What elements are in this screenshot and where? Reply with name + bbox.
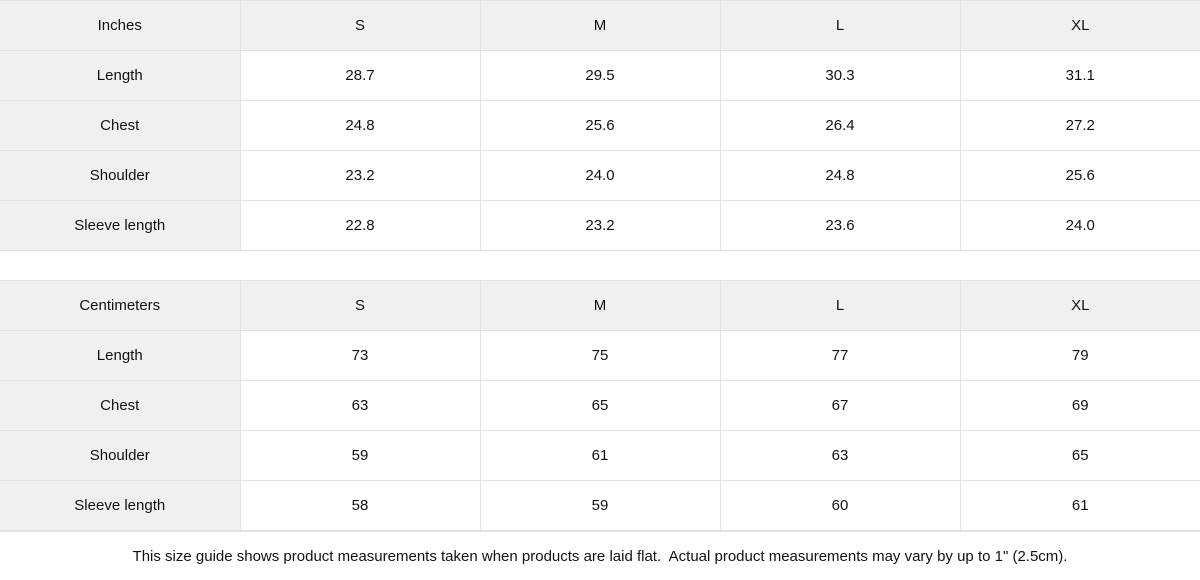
inches-chest-s: 24.8 [239, 100, 481, 151]
centimeters-length-l: 77 [719, 330, 961, 382]
row-label-chest: Chest [0, 100, 241, 151]
centimeters-shoulder-m: 61 [479, 430, 721, 482]
table-row: Shoulder 23.2 24.0 24.8 25.6 [0, 150, 1200, 201]
table-row: Chest 24.8 25.6 26.4 27.2 [0, 100, 1200, 151]
inches-sleeve-length-xl: 24.0 [959, 200, 1200, 251]
table-header-row: Inches S M L XL [0, 0, 1200, 51]
inches-table-header: Inches S M L XL [0, 0, 1200, 51]
row-label-shoulder: Shoulder [0, 430, 241, 482]
row-label-chest: Chest [0, 380, 241, 432]
centimeters-column-header-l: L [719, 280, 961, 332]
centimeters-chest-xl: 69 [959, 380, 1200, 432]
table-row: Length 73 75 77 79 [0, 330, 1200, 382]
inches-shoulder-l: 24.8 [719, 150, 961, 201]
inches-chest-m: 25.6 [479, 100, 721, 151]
row-label-length: Length [0, 330, 241, 382]
centimeters-unit-header: Centimeters [0, 280, 241, 332]
inches-column-header-xl: XL [959, 0, 1200, 51]
centimeters-sleeve-length-xl: 61 [959, 480, 1200, 532]
table-row: Sleeve length 22.8 23.2 23.6 24.0 [0, 200, 1200, 251]
inches-size-table: Inches S M L XL Length 28.7 29.5 30.3 31… [0, 0, 1200, 251]
inches-shoulder-xl: 25.6 [959, 150, 1200, 201]
centimeters-sleeve-length-m: 59 [479, 480, 721, 532]
centimeters-table-header: Centimeters S M L XL [0, 280, 1200, 332]
inches-length-s: 28.7 [239, 50, 481, 101]
centimeters-length-s: 73 [239, 330, 481, 382]
centimeters-column-header-s: S [239, 280, 481, 332]
inches-chest-l: 26.4 [719, 100, 961, 151]
row-label-sleeve-length: Sleeve length [0, 200, 241, 251]
centimeters-sleeve-length-s: 58 [239, 480, 481, 532]
table-row: Length 28.7 29.5 30.3 31.1 [0, 50, 1200, 101]
inches-sleeve-length-m: 23.2 [479, 200, 721, 251]
inches-column-header-m: M [479, 0, 721, 51]
row-label-sleeve-length: Sleeve length [0, 480, 241, 532]
inches-length-xl: 31.1 [959, 50, 1200, 101]
centimeters-column-header-m: M [479, 280, 721, 332]
inches-column-header-l: L [719, 0, 961, 51]
size-guide-footer-note: This size guide shows product measuremen… [0, 531, 1200, 580]
inches-sleeve-length-l: 23.6 [719, 200, 961, 251]
centimeters-column-header-xl: XL [959, 280, 1200, 332]
table-row: Chest 63 65 67 69 [0, 380, 1200, 432]
inches-length-m: 29.5 [479, 50, 721, 101]
centimeters-chest-l: 67 [719, 380, 961, 432]
inches-sleeve-length-s: 22.8 [239, 200, 481, 251]
centimeters-shoulder-l: 63 [719, 430, 961, 482]
table-row: Shoulder 59 61 63 65 [0, 430, 1200, 482]
centimeters-length-m: 75 [479, 330, 721, 382]
centimeters-shoulder-xl: 65 [959, 430, 1200, 482]
inches-length-l: 30.3 [719, 50, 961, 101]
centimeters-sleeve-length-l: 60 [719, 480, 961, 532]
table-header-row: Centimeters S M L XL [0, 280, 1200, 332]
centimeters-chest-s: 63 [239, 380, 481, 432]
centimeters-chest-m: 65 [479, 380, 721, 432]
centimeters-table-body: Length 73 75 77 79 Chest 63 65 67 69 Sho… [0, 330, 1200, 532]
centimeters-length-xl: 79 [959, 330, 1200, 382]
centimeters-size-table: Centimeters S M L XL Length 73 75 77 79 … [0, 280, 1200, 532]
inches-chest-xl: 27.2 [959, 100, 1200, 151]
table-row: Sleeve length 58 59 60 61 [0, 480, 1200, 532]
inches-column-header-s: S [239, 0, 481, 51]
inches-table-body: Length 28.7 29.5 30.3 31.1 Chest 24.8 25… [0, 50, 1200, 251]
inches-shoulder-s: 23.2 [239, 150, 481, 201]
row-label-length: Length [0, 50, 241, 101]
inches-shoulder-m: 24.0 [479, 150, 721, 201]
centimeters-shoulder-s: 59 [239, 430, 481, 482]
inches-unit-header: Inches [0, 0, 241, 51]
row-label-shoulder: Shoulder [0, 150, 241, 201]
table-separator-gap [0, 251, 1200, 281]
